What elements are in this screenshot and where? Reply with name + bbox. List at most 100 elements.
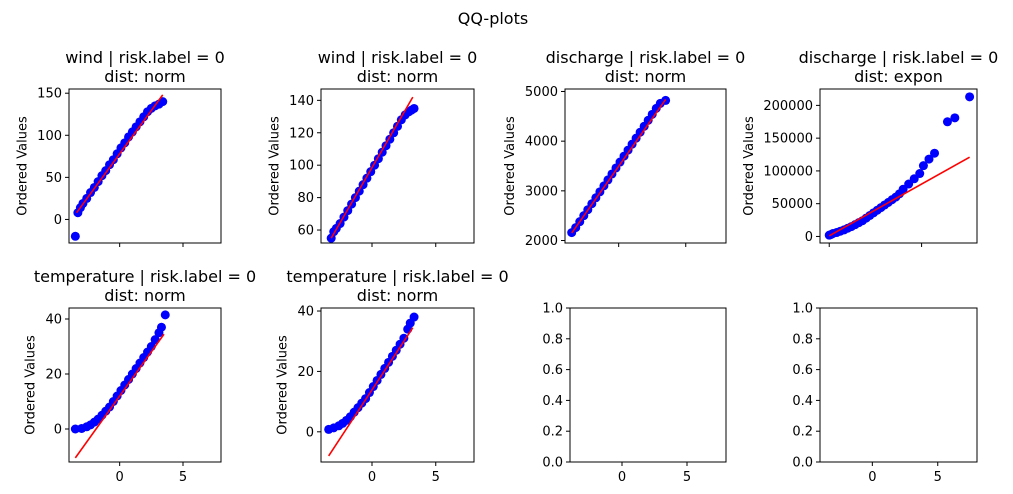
y-tick-label: 0.0: [542, 456, 563, 471]
axes-frame: [564, 88, 727, 244]
x-tick-label: 5: [179, 470, 187, 485]
y-tick-label: 0.6: [542, 363, 563, 378]
y-tick-label: 50000: [772, 197, 813, 212]
y-axis-label: Ordered Values: [742, 116, 757, 216]
y-tick-label: 0.4: [542, 394, 563, 409]
y-tick-label: 0: [54, 423, 62, 438]
figure-suptitle: QQ-plots: [458, 9, 528, 28]
fit-line: [327, 327, 414, 457]
fit-line: [571, 98, 667, 234]
y-tick-label: 60: [297, 224, 314, 239]
y-tick-label: 0.4: [792, 394, 813, 409]
data-point: [918, 161, 928, 171]
subplot-subtitle: dist: expon: [854, 67, 943, 86]
subplot-title: wind | risk.label = 0: [65, 48, 225, 67]
subplot-subtitle: dist: norm: [104, 67, 186, 86]
data-point: [930, 148, 940, 158]
data-point: [156, 322, 166, 332]
subplot-subtitle: dist: norm: [357, 67, 439, 86]
axes-frame: [68, 88, 222, 244]
y-axis-label: Ordered Values: [267, 116, 282, 216]
axes-frame: [819, 307, 978, 463]
y-axis-label: Ordered Values: [15, 116, 30, 216]
data-point: [409, 312, 419, 322]
y-tick-label: 0.2: [792, 425, 813, 440]
subplot-subtitle: dist: norm: [104, 286, 186, 305]
x-tick-label: 0: [868, 470, 876, 485]
x-tick-label: 0: [368, 470, 376, 485]
subplot-title: wind | risk.label = 0: [318, 48, 478, 67]
y-tick-label: 0: [805, 230, 813, 245]
subplot-subtitle: dist: norm: [357, 286, 439, 305]
y-tick-label: 150000: [763, 132, 813, 147]
y-tick-label: 1.0: [542, 302, 563, 317]
y-tick-label: 5000: [525, 85, 558, 100]
y-tick-label: 80: [297, 191, 314, 206]
y-tick-label: 0.8: [542, 332, 563, 347]
data-point: [965, 92, 975, 102]
y-tick-label: 0.8: [792, 332, 813, 347]
y-tick-label: 120: [289, 126, 314, 141]
y-tick-label: 0.0: [792, 456, 813, 471]
subplot-title: discharge | risk.label = 0: [799, 48, 999, 67]
data-point: [942, 117, 952, 127]
y-axis-label: Ordered Values: [24, 335, 39, 435]
y-tick-label: 0.2: [542, 425, 563, 440]
y-tick-label: 200000: [763, 99, 813, 114]
y-tick-label: 20: [45, 368, 62, 383]
y-tick-label: 1.0: [792, 302, 813, 317]
y-tick-label: 40: [45, 313, 62, 328]
y-tick-label: 0: [306, 425, 314, 440]
x-tick-label: 5: [432, 470, 440, 485]
fit-line: [74, 333, 165, 459]
y-tick-label: 150: [37, 87, 62, 102]
data-point: [70, 231, 80, 241]
y-tick-label: 40: [297, 305, 314, 320]
y-tick-label: 3000: [525, 184, 558, 199]
fit-line: [75, 94, 164, 214]
axes-frame: [819, 88, 978, 244]
y-tick-label: 0.6: [792, 363, 813, 378]
axes-frame: [569, 307, 727, 463]
x-tick-label: 0: [618, 470, 626, 485]
fit-line: [330, 96, 414, 239]
subplot-subtitle: dist: norm: [605, 67, 687, 86]
subplot-8: 0.0 0.2 0.4 0.6 0.8 1.0 0 5: [792, 302, 978, 485]
data-point: [915, 169, 925, 179]
y-tick-label: 100000: [763, 164, 813, 179]
data-point: [399, 333, 409, 343]
data-point: [150, 335, 160, 345]
x-tick-label: 5: [683, 470, 691, 485]
y-tick-label: 100: [37, 129, 62, 144]
y-tick-label: 20: [297, 365, 314, 380]
data-point: [924, 154, 934, 164]
subplot-title: temperature | risk.label = 0: [34, 267, 256, 286]
y-tick-label: 100: [289, 159, 314, 174]
y-tick-label: 2000: [525, 234, 558, 249]
data-point: [409, 103, 419, 113]
x-tick-label: 5: [934, 470, 942, 485]
axes-frame: [320, 88, 475, 244]
x-tick-label: 0: [116, 470, 124, 485]
data-point: [950, 113, 960, 123]
subplot-title: discharge | risk.label = 0: [546, 48, 746, 67]
y-tick-label: 0: [54, 213, 62, 228]
data-point: [160, 310, 170, 320]
y-tick-label: 50: [45, 171, 62, 186]
subplot-title: temperature | risk.label = 0: [286, 267, 508, 286]
y-axis-label: Ordered Values: [503, 116, 518, 216]
axes-frame: [68, 307, 222, 463]
y-tick-label: 140: [289, 94, 314, 109]
axes-frame: [320, 307, 475, 463]
y-tick-label: 4000: [525, 135, 558, 150]
data-point: [158, 97, 168, 107]
y-axis-label: Ordered Values: [276, 335, 291, 435]
